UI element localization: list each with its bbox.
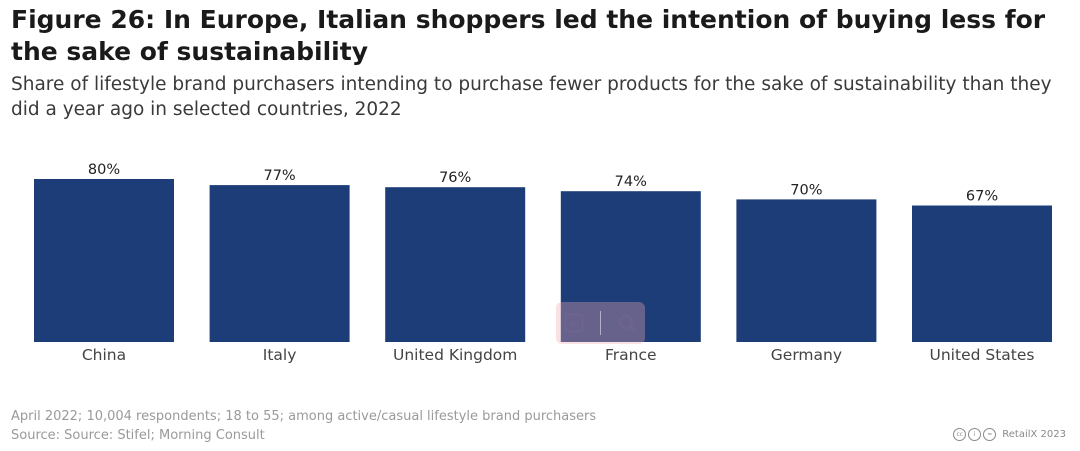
image-tools-overlay[interactable]: Ai <box>556 302 645 344</box>
bar-france <box>560 191 701 342</box>
bar-italy <box>209 185 350 342</box>
category-label: Italy <box>263 346 297 364</box>
category-label: United States <box>930 346 1035 364</box>
category-label: France <box>605 346 657 364</box>
bar-united-kingdom <box>385 187 526 342</box>
source-note: Source: Source: Stifel; Morning Consult <box>11 428 265 443</box>
ai-icon[interactable]: Ai <box>563 312 585 334</box>
data-label: 67% <box>966 189 998 205</box>
bar-germany <box>736 199 877 342</box>
overlay-divider <box>599 311 601 335</box>
bar-china <box>34 179 174 342</box>
data-label: 74% <box>615 174 647 190</box>
data-label: 80% <box>88 162 120 178</box>
credit-text: RetailX 2023 <box>1002 429 1066 440</box>
creative-commons-icon: cc <box>953 428 967 441</box>
search-icon[interactable] <box>616 312 638 334</box>
credit-line: cc i = RetailX 2023 <box>953 428 1066 441</box>
attribution-icon: i <box>968 428 982 441</box>
svg-text:Ai: Ai <box>570 320 579 330</box>
bar-united-states <box>912 205 1052 342</box>
data-label: 76% <box>439 170 471 186</box>
category-label: United Kingdom <box>393 346 517 364</box>
chart-subtitle: Share of lifestyle brand purchasers inte… <box>11 74 1052 120</box>
chart-title: Figure 26: In Europe, Italian shoppers l… <box>11 5 1046 66</box>
no-derivatives-icon: = <box>983 428 997 441</box>
category-label: China <box>82 346 126 364</box>
data-label: 70% <box>790 182 822 198</box>
data-label: 77% <box>263 168 295 184</box>
category-label: Germany <box>771 346 842 364</box>
survey-note: April 2022; 10,004 respondents; 18 to 55… <box>11 409 597 424</box>
